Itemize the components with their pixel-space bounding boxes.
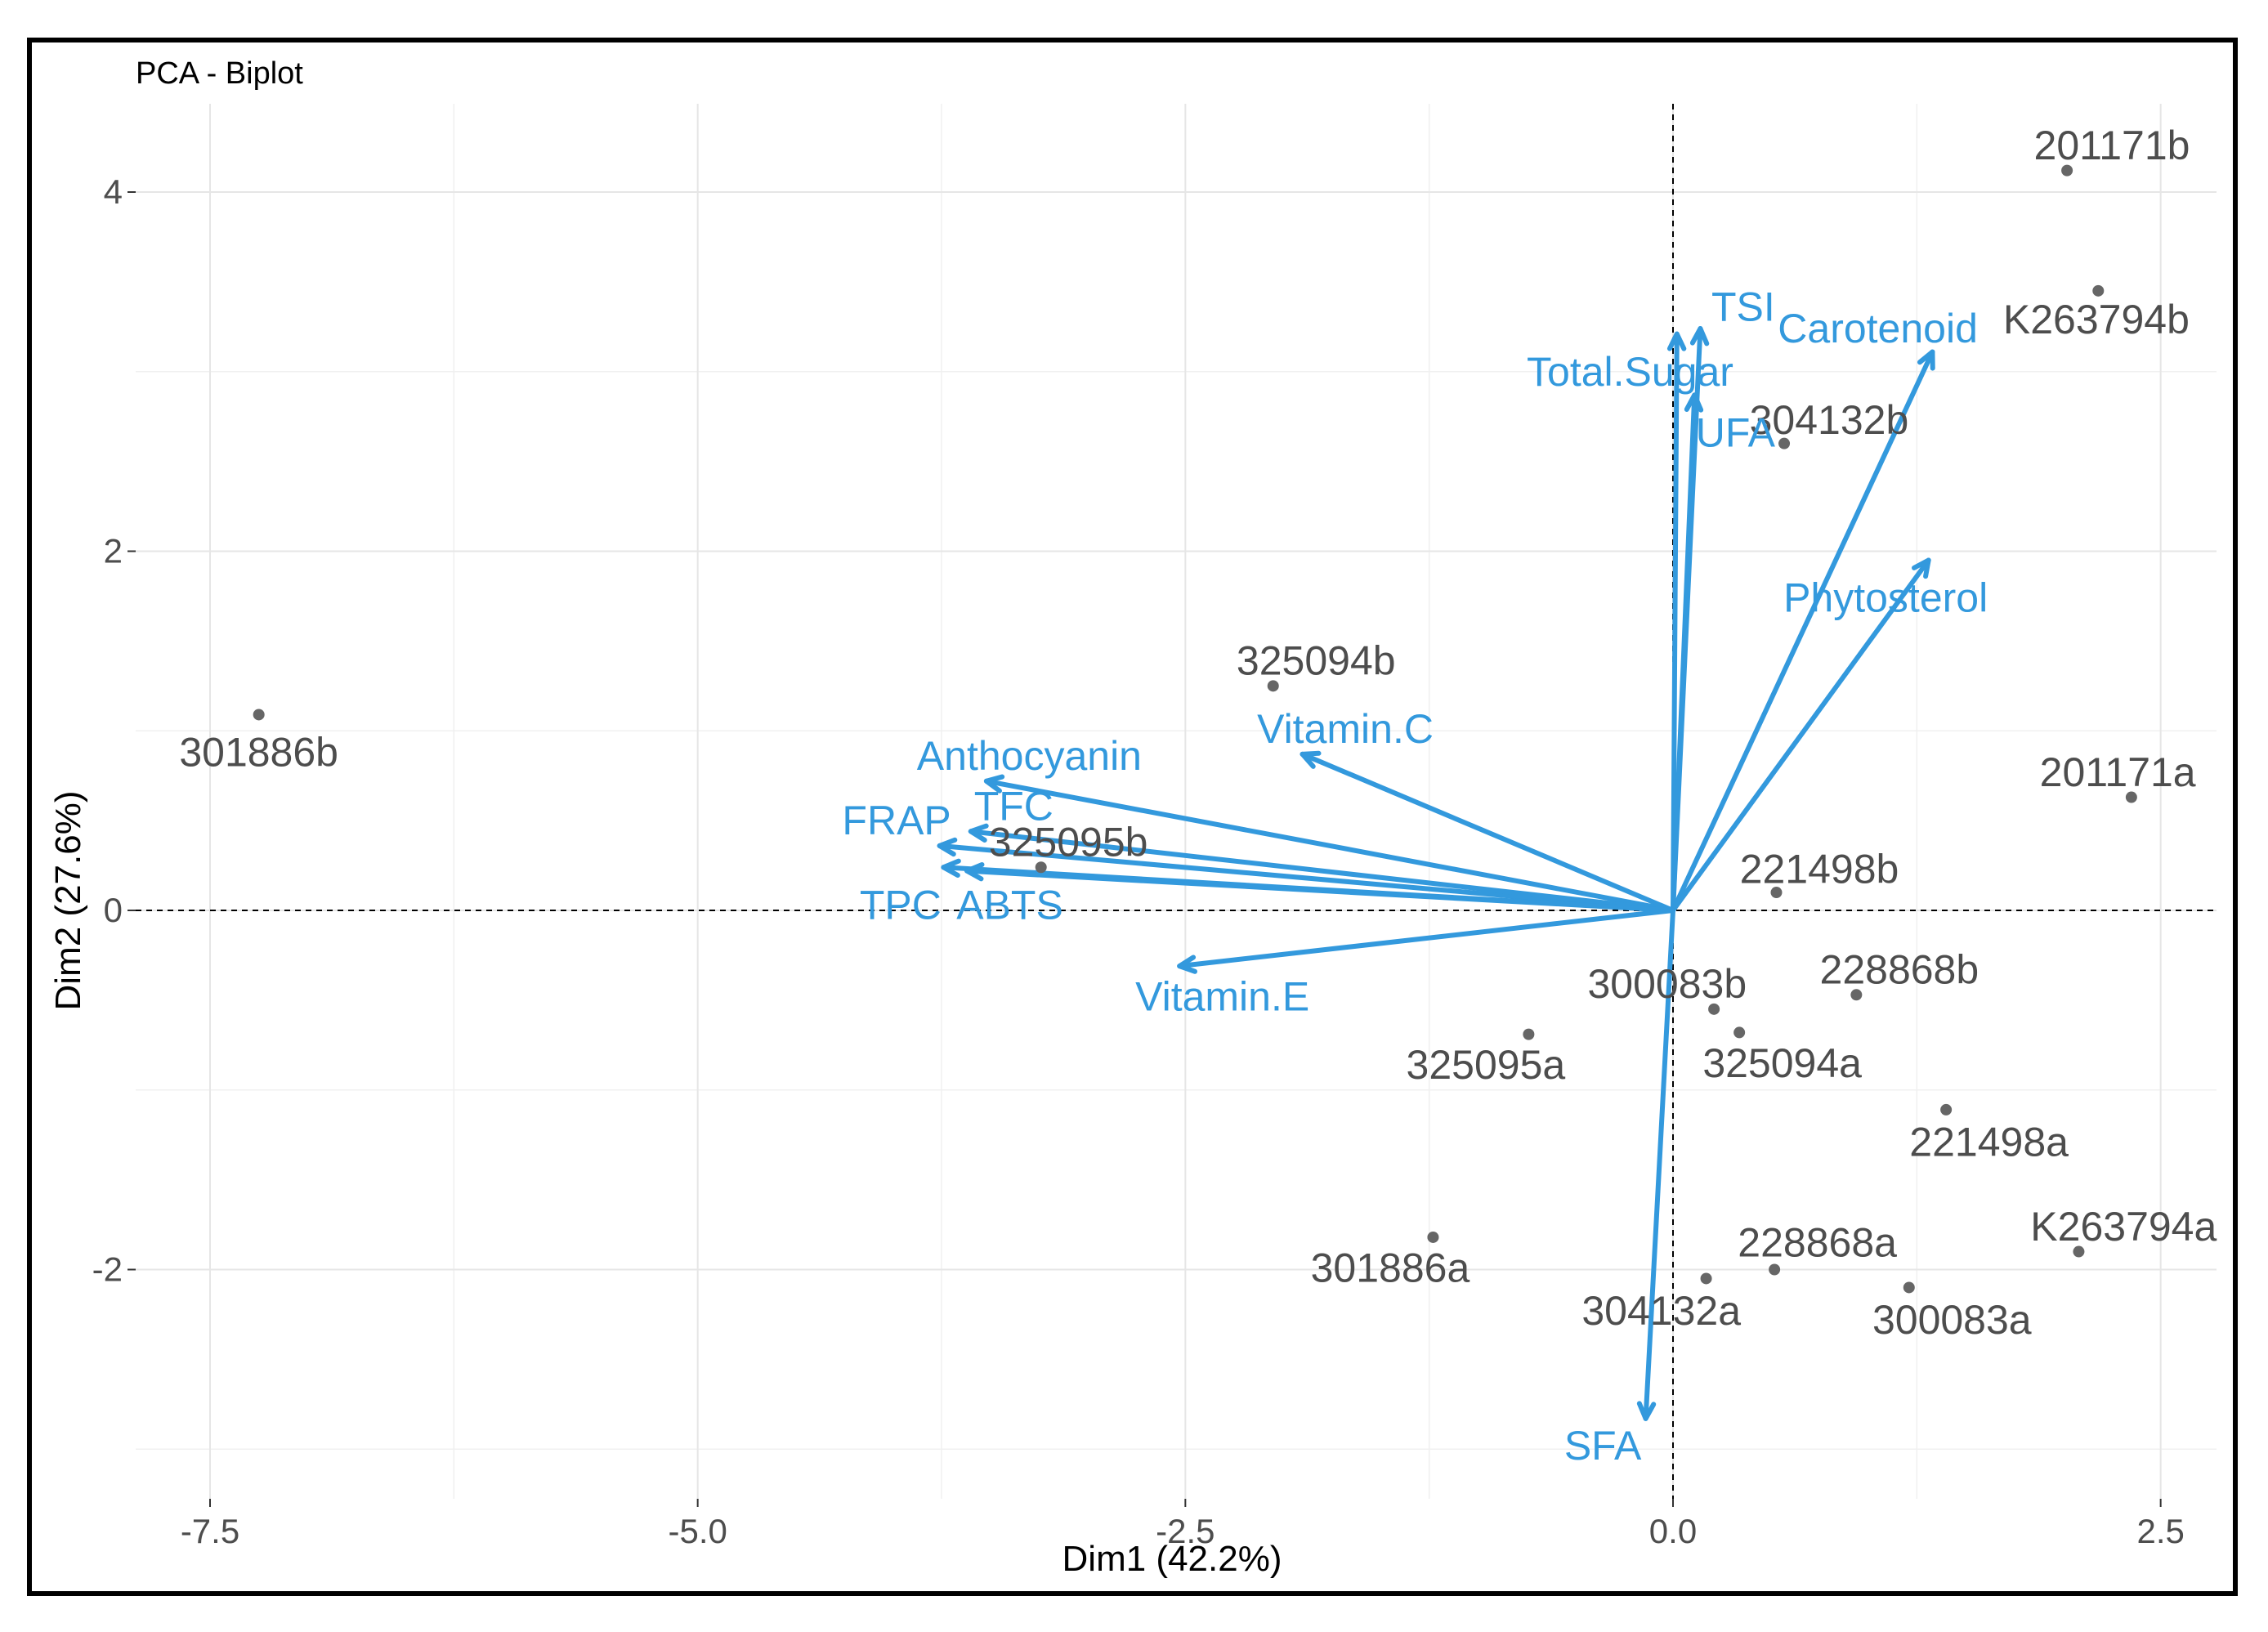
y-axis-title: Dim2 (27.6%) <box>48 791 88 1011</box>
plot-frame: PCA - Biplot 201171b K263794b 304132b 32509… <box>27 38 2238 1596</box>
point-325094b <box>1267 680 1279 692</box>
arrow-head <box>1300 750 1322 769</box>
variable-label-tpc: TPC <box>860 882 942 928</box>
arrow-head <box>1177 955 1198 974</box>
x-tick-label: -7.5 <box>181 1512 239 1550</box>
y-tick-label: -2 <box>92 1250 123 1289</box>
variable-label-ufa: UFA <box>1696 409 1776 455</box>
point-label-325095b: 325095b <box>989 819 1148 865</box>
x-tick-label: -5.0 <box>668 1512 727 1550</box>
point-301886a <box>1427 1231 1439 1243</box>
point-label-300083a: 300083a <box>1872 1297 2032 1343</box>
point-201171a <box>2125 791 2137 803</box>
arrow-head <box>1917 349 1935 371</box>
point-label-228868a: 228868a <box>1738 1220 1897 1266</box>
variable-label-total-sugar: Total.Sugar <box>1527 349 1733 395</box>
arrow-head <box>968 823 989 843</box>
point-228868b <box>1850 989 1863 1001</box>
variable-label-frap: FRAP <box>842 798 951 843</box>
x-tick-label: -2.5 <box>1156 1512 1215 1550</box>
point-300083a <box>1903 1281 1915 1294</box>
y-tick-label: 2 <box>104 532 123 570</box>
point-label-304132a: 304132a <box>1581 1288 1741 1334</box>
variable-label-anthocyanin: Anthocyanin <box>917 733 1142 779</box>
variable-arrows <box>937 326 1935 1421</box>
arrow-head <box>1912 557 1931 579</box>
point-label-k263794a: K263794a <box>2030 1204 2217 1250</box>
variable-label-vitamin-e: Vitamin.E <box>1135 973 1309 1019</box>
biplot-chart: PCA - Biplot 201171b K263794b 304132b 32509… <box>48 56 2217 1579</box>
arrow-line-tfc <box>968 829 1675 913</box>
point-labels: 201171b K263794b 304132b 325094b 301886b 2011… <box>179 123 2217 1469</box>
arrow-head <box>964 861 985 882</box>
arrow-line-frap <box>937 843 1675 913</box>
point-300083b <box>1708 1003 1720 1015</box>
point-label-201171b: 201171b <box>2034 123 2190 168</box>
point-label-325094b: 325094b <box>1237 638 1396 684</box>
point-221498a <box>1940 1103 1953 1116</box>
point-201171b <box>2061 164 2073 177</box>
point-k263794a <box>2073 1245 2085 1258</box>
point-325095a <box>1523 1028 1535 1040</box>
arrow-line-total-sugar <box>1671 331 1680 913</box>
variable-label-sfa: SFA <box>1564 1423 1642 1469</box>
y-tick-label: 0 <box>104 891 123 929</box>
arrow-head <box>1666 331 1687 351</box>
point-label-221498a: 221498a <box>1909 1119 2069 1165</box>
point-228868a <box>1769 1263 1781 1276</box>
arrow-line-vitamin-e <box>1177 908 1675 969</box>
point-k263794b <box>2092 284 2105 297</box>
arrow-line-anthocyanin <box>983 778 1675 913</box>
point-label-k263794b: K263794b <box>2003 297 2190 342</box>
point-325094a <box>1733 1026 1746 1039</box>
variable-label-carotenoid: Carotenoid <box>1778 306 1978 351</box>
variable-label-vitamin-c: Vitamin.C <box>1257 706 1434 752</box>
point-label-325094a: 325094a <box>1702 1040 1862 1086</box>
x-tick-label: 0.0 <box>1649 1512 1697 1550</box>
point-301886b <box>253 709 265 721</box>
variable-label-tfc: TFC <box>974 784 1053 829</box>
point-325095b <box>1035 861 1047 874</box>
point-label-304132b: 304132b <box>1750 397 1909 443</box>
arrow-line-ufa <box>1671 392 1698 913</box>
point-label-300083b: 300083b <box>1588 961 1747 1007</box>
arrow-line-abts <box>964 868 1675 913</box>
point-label-301886b: 301886b <box>179 730 338 776</box>
y-tick-label: 4 <box>104 172 123 211</box>
arrow-head <box>983 774 1005 794</box>
point-label-228868b: 228868b <box>1820 947 1979 993</box>
variable-label-abts: ABTS <box>956 882 1063 928</box>
arrow-line-sfa <box>1643 908 1675 1421</box>
point-label-201171a: 201171a <box>2040 749 2196 795</box>
grid <box>136 104 2217 1499</box>
arrow-head <box>1684 392 1704 413</box>
point-221498b <box>1770 887 1783 899</box>
point-label-325095a: 325095a <box>1407 1042 1566 1088</box>
x-axis-title: Dim1 (42.2%) <box>1062 1539 1282 1579</box>
x-tick-label: 2.5 <box>2136 1512 2184 1550</box>
variable-label-tsi: TSI <box>1711 284 1775 330</box>
reference-lines <box>136 104 2217 1499</box>
arrow-head <box>1636 1401 1657 1421</box>
arrow-head <box>1689 326 1710 347</box>
arrow-line-phytosterol <box>1671 557 1931 913</box>
arrow-head <box>937 837 958 857</box>
chart-title: PCA - Biplot <box>136 56 303 91</box>
point-label-221498b: 221498b <box>1740 846 1899 892</box>
arrow-line-carotenoid <box>1671 349 1935 913</box>
axis-ticks: -7.5 -5.0 -2.5 0.0 2.5 -2 0 2 4 <box>92 172 2185 1550</box>
point-304132a <box>1700 1272 1712 1285</box>
arrow-head <box>941 858 961 879</box>
point-label-301886a: 301886a <box>1311 1245 1470 1290</box>
individual-points <box>253 164 2137 1294</box>
arrow-line-vitamin-c <box>1300 751 1675 913</box>
point-304132b <box>1778 437 1791 449</box>
variable-label-phytosterol: Phytosterol <box>1783 575 1988 621</box>
